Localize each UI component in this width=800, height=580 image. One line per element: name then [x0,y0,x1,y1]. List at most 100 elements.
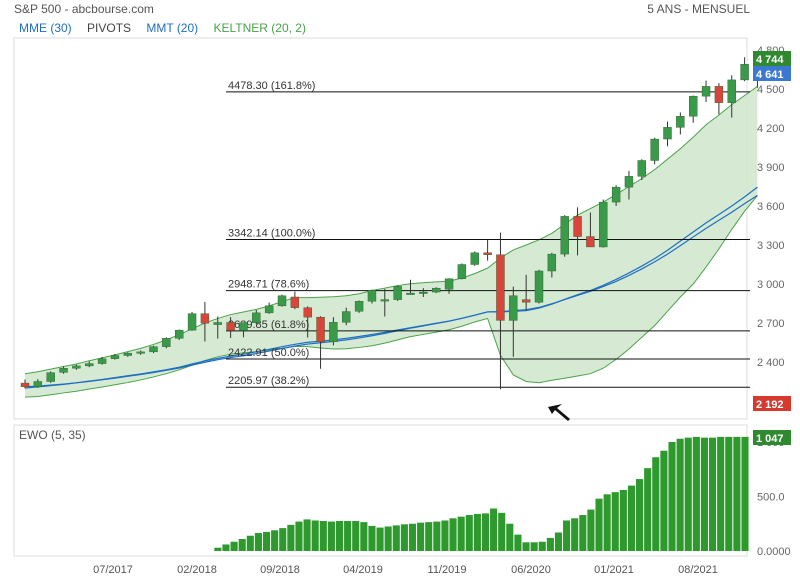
x-tick-label: 02/2018 [177,564,217,576]
price-tick-label: 3 600 [757,201,785,213]
legend-pivots[interactable]: PIVOTS [87,21,132,35]
ewo-bar [563,520,571,551]
candle-body [624,176,634,188]
ewo-bar [465,515,473,551]
ewo-bar [481,513,490,551]
candle-body [290,296,300,308]
cursor-arrow-icon [548,404,570,421]
ewo-bar [408,523,417,551]
ewo-last-tag-bg [753,430,791,445]
price-tag-close-bg [753,66,791,81]
fibonacci-levels: 4478.30 (161.8%) 3342.14 (100.0%) 2948.71 … [226,80,750,388]
ewo-bar [490,508,498,551]
candle-body [457,264,467,280]
ewo-bar [473,513,481,551]
candle-body [470,252,479,265]
ewo-bar [684,437,692,551]
x-tick-label: 11/2019 [428,564,467,576]
candle-body [329,322,338,343]
legend-keltner[interactable]: KELTNER (20, 2) [213,21,306,35]
ewo-bar [392,525,400,551]
ewo-bar [741,436,749,551]
candle-body [740,64,749,81]
candle-body [277,295,287,307]
ewo-bar [279,528,287,551]
legend-mme[interactable]: MME (30) [19,21,72,35]
candle-body [162,338,171,347]
candlesticks [20,55,762,390]
ewo-bar [449,518,457,551]
ewo-bar [344,521,352,551]
candle-body [663,127,672,140]
candle-body [200,313,210,324]
ewo-bar [303,519,311,551]
ewo-bar [668,442,676,551]
ewo-bar [433,521,441,551]
legend-mmt[interactable]: MMT (20) [146,21,199,35]
ewo-bar [425,522,433,551]
candle-body [380,299,389,302]
ewo-bar [636,479,644,551]
candle-body [637,160,646,177]
indicator-legend: MME (30) PIVOTS MMT (20) KELTNER (20, 2) [19,21,318,35]
ewo-bar [327,521,335,551]
fib-label: 3342.14 (100.0%) [228,228,315,240]
ewo-bars [214,436,749,551]
ewo-bar [717,436,725,551]
ewo-bar [360,522,368,551]
ewo-bar [611,492,619,551]
ewo-bar [571,518,579,551]
candle-body [496,254,505,321]
ewo-bar [733,436,741,551]
price-tick-label: 2 700 [757,318,785,330]
ewo-bar [400,524,408,551]
ewo-bar [441,520,449,551]
ewo-bar [295,521,303,551]
keltner-fill [25,86,758,398]
ewo-bar [230,541,238,551]
price-tag-low-bg [753,396,791,411]
candle-body [689,95,698,117]
ewo-bar [725,436,733,551]
x-tick-label: 09/2018 [260,564,300,576]
candle-body [110,355,120,359]
ewo-bar [660,450,668,551]
ewo-bar [514,534,522,551]
ewo-bar [579,515,587,551]
candle-body [367,290,377,302]
ewo-bar [595,498,603,551]
fib-label: 2422.91 (50.0%) [228,347,309,359]
ewo-bar [587,509,595,551]
ewo-bar [352,521,360,551]
candle-body [97,358,107,364]
price-tag-low: 2 192 [756,399,784,411]
candle-body [483,252,492,255]
price-tick-label: 3 000 [757,279,785,291]
ewo-bar [603,494,611,551]
candle-body [676,116,685,128]
candle-body [611,186,621,203]
price-panel-frame [13,37,748,420]
candle-body [509,295,518,321]
candle-body [547,253,557,272]
ewo-bar [644,468,652,551]
candle-body [316,316,325,343]
ewo-bar [457,516,465,551]
ewo-bar [692,436,700,551]
candle-body [264,305,274,314]
x-axis: 07/2017 02/2018 09/2018 04/2019 11/2019 06/20… [93,564,718,576]
candle-body [650,138,659,161]
ewo-bar [652,457,660,551]
ewo-bar [238,539,246,551]
ewo-bar [709,437,717,551]
ewo-bar [506,523,514,551]
candle-body [46,372,55,382]
x-tick-label: 01/2021 [594,564,634,576]
chart-title: S&P 500 - abcbourse.com [14,2,154,16]
mmt-line [24,194,758,388]
candle-body [252,312,261,323]
candle-body [85,363,94,367]
candle-body [187,313,197,331]
candle-body [560,216,569,255]
